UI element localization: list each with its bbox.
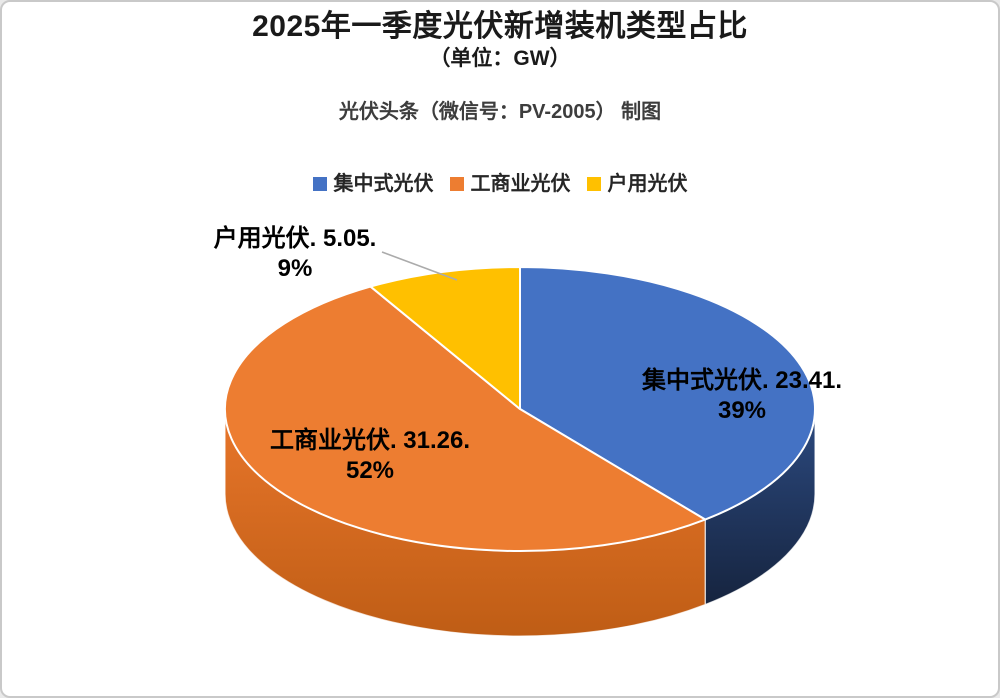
chart-unit-subtitle: （单位：GW）: [429, 47, 571, 70]
slice-label-line2: 39%: [717, 397, 767, 424]
legend-swatch-icon: [586, 177, 601, 191]
pie-slice-top: [224, 285, 707, 553]
chart-title: 2025年一季度光伏新增装机类型占比: [252, 10, 748, 43]
slice-label-commercial: 工商业光伏. 31.26. 52%: [270, 426, 470, 486]
slice-label-line1: 户用光伏. 5.05.: [213, 225, 377, 252]
legend-swatch-icon: [449, 177, 464, 191]
slice-label-household: 户用光伏. 5.05. 9%: [214, 224, 377, 284]
slice-label-centralized: 集中式光伏. 23.41. 39%: [642, 366, 842, 426]
pie-slice-top: [369, 266, 521, 410]
legend-label: 户用光伏: [607, 173, 688, 195]
chart-source-note: 光伏头条（微信号：PV-2005） 制图: [338, 101, 662, 123]
pie-slice-top: [519, 266, 816, 521]
legend-swatch-icon: [312, 177, 327, 191]
leader-line-household: [381, 251, 458, 281]
legend-item-centralized: 集中式光伏: [312, 172, 434, 196]
legend-item-household: 户用光伏: [586, 172, 688, 196]
slice-label-line2: 9%: [277, 255, 313, 282]
slice-label-line2: 52%: [345, 457, 395, 484]
legend-label: 工商业光伏: [470, 173, 571, 195]
legend: 集中式光伏 工商业光伏 户用光伏: [2, 172, 998, 196]
legend-item-commercial: 工商业光伏: [449, 172, 571, 196]
legend-label: 集中式光伏: [333, 173, 434, 195]
slice-label-line1: 集中式光伏. 23.41.: [641, 367, 843, 394]
slice-label-line1: 工商业光伏. 31.26.: [269, 427, 471, 454]
